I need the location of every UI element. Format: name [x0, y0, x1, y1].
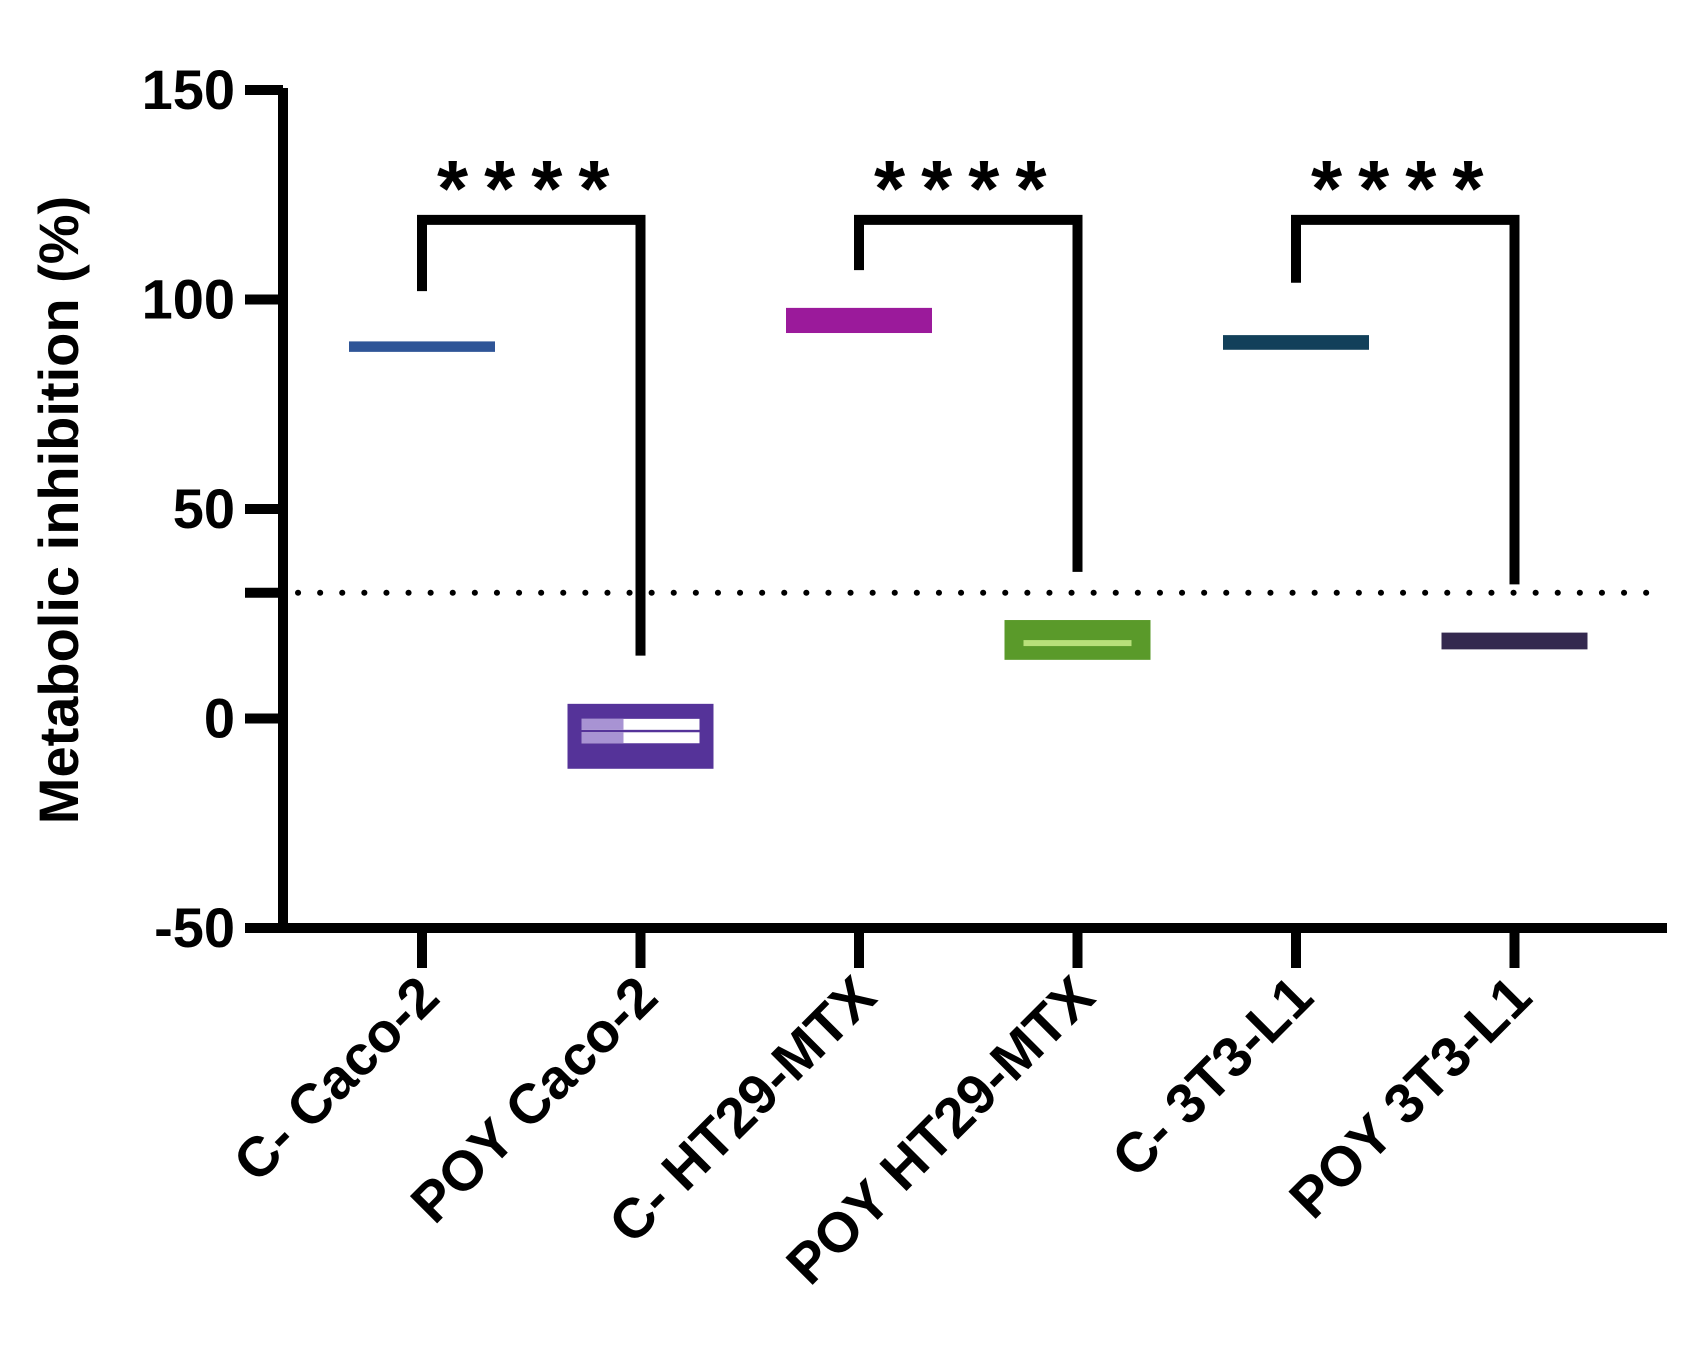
x-tick-label: C- Caco-2 — [221, 964, 450, 1193]
bar-group — [1004, 620, 1151, 660]
bar-inner-line — [581, 732, 624, 744]
bar-median-line — [1023, 640, 1132, 647]
bar-inner-line — [581, 718, 624, 730]
significance-bracket: **** — [417, 144, 646, 656]
bar — [786, 307, 932, 334]
significance-label: **** — [437, 144, 626, 233]
y-tick-label: 100 — [142, 268, 235, 331]
significance-label: **** — [1311, 144, 1500, 233]
bar-group — [1441, 632, 1588, 650]
significance-label: **** — [874, 144, 1063, 233]
bar — [349, 341, 495, 352]
bracket-line — [854, 214, 1083, 572]
y-tick-label: 0 — [204, 687, 235, 750]
bracket-line — [417, 214, 646, 656]
bar-group — [786, 307, 932, 334]
significance-bracket: **** — [854, 144, 1083, 572]
y-tick-label: 50 — [173, 477, 235, 540]
bracket-line — [1291, 214, 1520, 585]
bar-group — [1223, 335, 1369, 350]
bar-group — [567, 703, 714, 769]
y-axis-label: Metabolic inhibition (%) — [27, 196, 90, 824]
y-tick-label: 150 — [142, 58, 235, 121]
bar — [1223, 335, 1369, 350]
bar-group — [349, 341, 495, 352]
bar — [1441, 632, 1588, 650]
x-tick-label: C- 3T3-L1 — [1100, 964, 1325, 1189]
significance-bracket: **** — [1291, 144, 1520, 585]
bar-inner-line — [581, 732, 700, 744]
bar-inner-line — [581, 718, 700, 730]
bar — [1004, 620, 1151, 660]
y-tick-label: -50 — [154, 896, 235, 959]
